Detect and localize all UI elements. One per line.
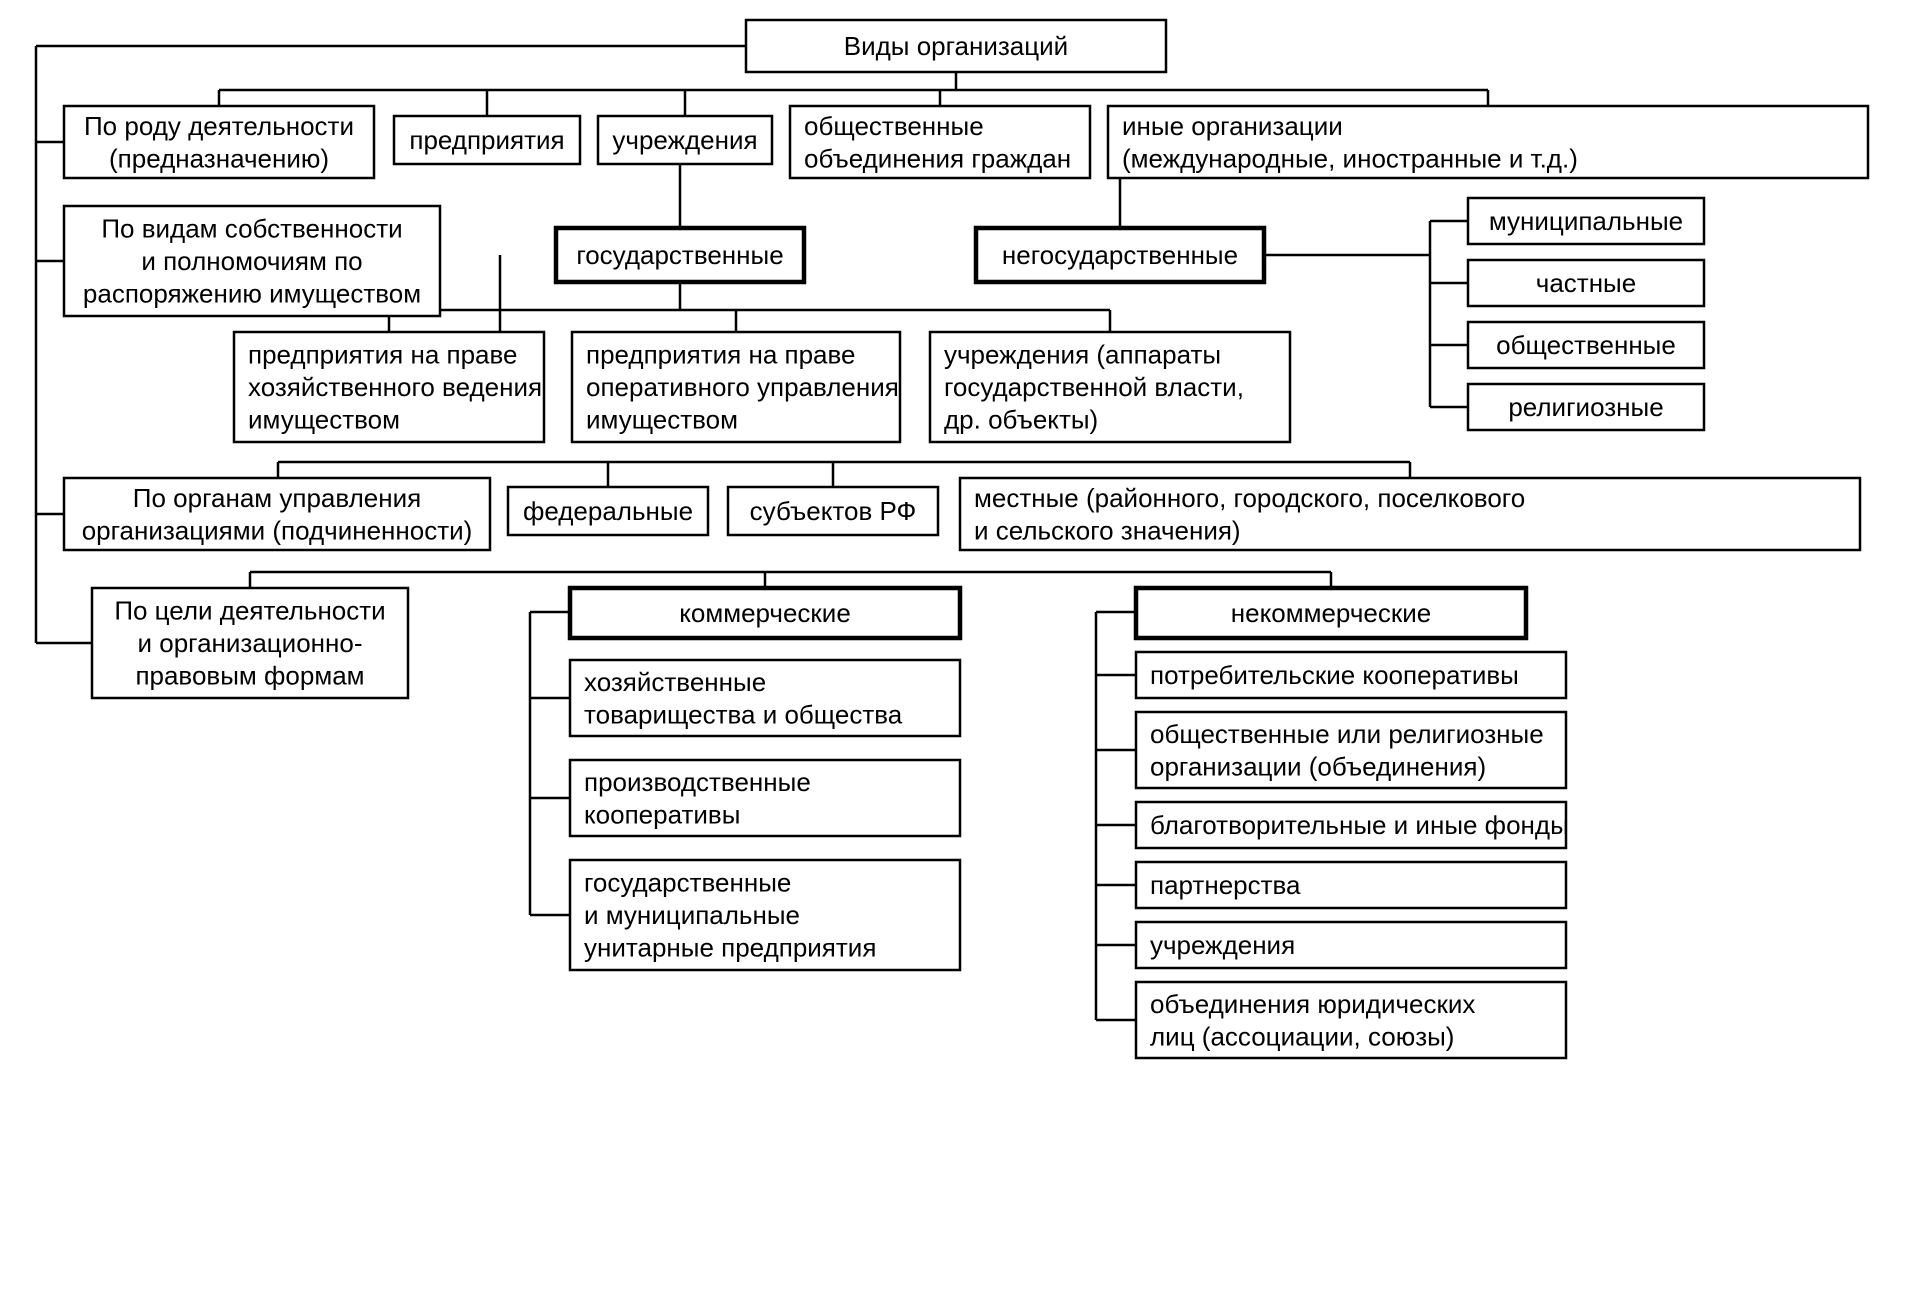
- node-label: распоряжению имуществом: [83, 279, 421, 309]
- node-label: По видам собственности: [101, 214, 402, 244]
- node-label: организации (объединения): [1150, 751, 1486, 781]
- node-label: государственные: [584, 868, 791, 898]
- node-label: предприятия на праве: [586, 340, 856, 370]
- node-r2_n2: частные: [1468, 260, 1704, 306]
- node-r4_n3: благотворительные и иные фонды: [1136, 802, 1569, 848]
- node-r1_a: предприятия: [394, 116, 580, 164]
- node-label: правовым формам: [135, 661, 364, 691]
- node-r1_d: иные организации(международные, иностран…: [1108, 106, 1868, 178]
- node-label: др. объекты): [944, 405, 1098, 435]
- node-r4_n5: учреждения: [1136, 922, 1566, 968]
- node-label: По органам управления: [133, 483, 421, 513]
- node-r4_k2: производственныекооперативы: [570, 760, 960, 836]
- node-label: хозяйственного ведения: [248, 372, 542, 402]
- node-r4_n2: общественные или религиозныеорганизации …: [1136, 712, 1566, 788]
- node-r2_g2: предприятия на правеоперативного управле…: [572, 332, 900, 442]
- node-r4_kom: коммерческие: [570, 588, 960, 638]
- node-label: организациями (подчиненности): [82, 515, 473, 545]
- node-label: объединения граждан: [804, 143, 1071, 173]
- node-label: общественные или религиозные: [1150, 719, 1544, 749]
- node-label: кооперативы: [584, 799, 740, 829]
- node-label: общественные: [804, 111, 984, 141]
- node-label: предприятия на праве: [248, 340, 518, 370]
- node-root: Виды организаций: [746, 20, 1166, 72]
- node-label: имуществом: [248, 405, 400, 435]
- node-label: благотворительные и иные фонды: [1150, 810, 1569, 840]
- node-r2_negos: негосударственные: [976, 228, 1264, 282]
- node-label: потребительские кооперативы: [1150, 660, 1519, 690]
- node-label: местные (районного, городского, поселков…: [974, 483, 1525, 513]
- node-label: и муниципальные: [584, 900, 800, 930]
- node-r2_n1: муниципальные: [1468, 198, 1704, 244]
- nodes: Виды организаций По роду деятельности(пре…: [64, 20, 1868, 1058]
- node-label: федеральные: [523, 496, 693, 526]
- node-r4_k1: хозяйственныетоварищества и общества: [570, 660, 960, 736]
- node-r2_cls: По видам собственностии полномочиям пора…: [64, 206, 440, 316]
- node-label: Виды организаций: [844, 31, 1068, 61]
- node-label: товарищества и общества: [584, 699, 903, 729]
- node-label: и полномочиям по: [141, 246, 362, 276]
- node-r4_k3: государственныеи муниципальныеунитарные …: [570, 860, 960, 970]
- node-label: партнерства: [1150, 870, 1301, 900]
- node-label: По роду деятельности: [84, 111, 354, 141]
- node-label: коммерческие: [679, 598, 851, 628]
- node-label: негосударственные: [1002, 240, 1238, 270]
- node-label: общественные: [1496, 330, 1676, 360]
- node-r2_g3: учреждения (аппаратыгосударственной влас…: [930, 332, 1290, 442]
- node-label: муниципальные: [1489, 206, 1683, 236]
- node-label: (международные, иностранные и т.д.): [1122, 143, 1578, 173]
- node-r2_gos: государственные: [556, 228, 804, 282]
- node-r4_n4: партнерства: [1136, 862, 1566, 908]
- node-label: частные: [1536, 268, 1636, 298]
- node-label: оперативного управления: [586, 372, 899, 402]
- node-label: государственной власти,: [944, 372, 1244, 402]
- node-label: религиозные: [1508, 392, 1663, 422]
- node-label: некоммерческие: [1231, 598, 1431, 628]
- node-r1_b: учреждения: [598, 116, 772, 164]
- node-r4_nekom: некоммерческие: [1136, 588, 1526, 638]
- node-label: и организационно-: [137, 628, 362, 658]
- node-label: учреждения: [1150, 930, 1295, 960]
- node-r3_a: федеральные: [508, 487, 708, 535]
- node-label: предприятия: [409, 125, 564, 155]
- node-label: лиц (ассоциации, союзы): [1150, 1021, 1454, 1051]
- node-r1_c: общественныеобъединения граждан: [790, 106, 1090, 178]
- node-r4_n6: объединения юридическихлиц (ассоциации, …: [1136, 982, 1566, 1058]
- node-r4_cls: По цели деятельностии организационно-пра…: [92, 588, 408, 698]
- node-r3_c: местные (районного, городского, поселков…: [960, 478, 1860, 550]
- node-label: имуществом: [586, 405, 738, 435]
- node-label: учреждения: [612, 125, 757, 155]
- node-label: государственные: [576, 240, 783, 270]
- node-label: и сельского значения): [974, 515, 1241, 545]
- node-r4_n1: потребительские кооперативы: [1136, 652, 1566, 698]
- node-r3_cls: По органам управленияорганизациями (подч…: [64, 478, 490, 550]
- node-label: объединения юридических: [1150, 989, 1475, 1019]
- node-r2_g1: предприятия на правехозяйственного веден…: [234, 332, 544, 442]
- node-r2_n4: религиозные: [1468, 384, 1704, 430]
- node-label: (предназначению): [109, 143, 329, 173]
- node-label: производственные: [584, 767, 811, 797]
- node-r2_n3: общественные: [1468, 322, 1704, 368]
- node-label: учреждения (аппараты: [944, 340, 1221, 370]
- node-label: унитарные предприятия: [584, 933, 876, 963]
- org-types-diagram: Виды организаций По роду деятельности(пре…: [0, 0, 1922, 1294]
- node-r3_b: субъектов РФ: [728, 487, 938, 535]
- node-label: иные организации: [1122, 111, 1343, 141]
- node-label: субъектов РФ: [750, 496, 917, 526]
- node-r1_cls: По роду деятельности(предназначению): [64, 106, 374, 178]
- node-label: хозяйственные: [584, 667, 766, 697]
- node-label: По цели деятельности: [114, 596, 385, 626]
